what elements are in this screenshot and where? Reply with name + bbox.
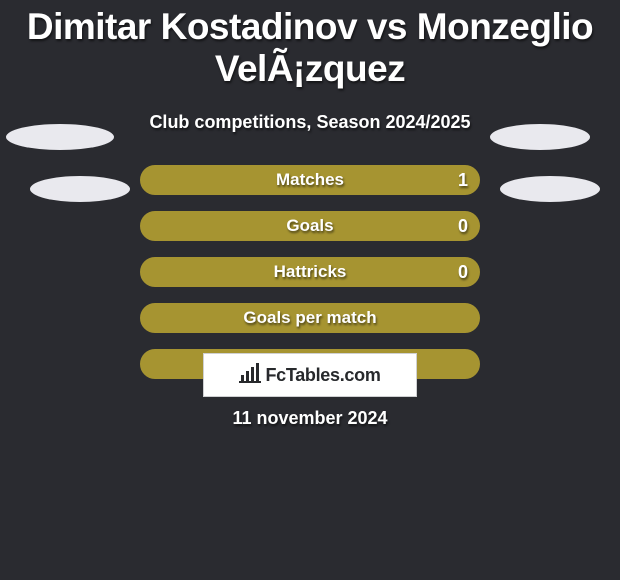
decorative-ellipse bbox=[6, 124, 114, 150]
stat-row: Goals0 bbox=[0, 211, 620, 257]
stat-bar-bg bbox=[140, 211, 480, 241]
decorative-ellipse bbox=[30, 176, 130, 202]
decorative-ellipse bbox=[500, 176, 600, 202]
comparison-card: Dimitar Kostadinov vs Monzeglio VelÃ¡zqu… bbox=[0, 0, 620, 580]
stat-bar-bg bbox=[140, 303, 480, 333]
stat-right-value: 1 bbox=[458, 165, 468, 195]
decorative-ellipse bbox=[490, 124, 590, 150]
stat-row: Goals per match bbox=[0, 303, 620, 349]
stat-bar-bg bbox=[140, 165, 480, 195]
page-title: Dimitar Kostadinov vs Monzeglio VelÃ¡zqu… bbox=[0, 0, 620, 90]
source-logo-box: FcTables.com bbox=[203, 353, 417, 397]
chart-icon bbox=[239, 363, 261, 388]
date-text: 11 november 2024 bbox=[0, 408, 620, 429]
stat-row: Hattricks0 bbox=[0, 257, 620, 303]
stat-bar-bg bbox=[140, 257, 480, 287]
logo-text: FcTables.com bbox=[265, 365, 380, 386]
stat-right-value: 0 bbox=[458, 257, 468, 287]
stat-right-value: 0 bbox=[458, 211, 468, 241]
